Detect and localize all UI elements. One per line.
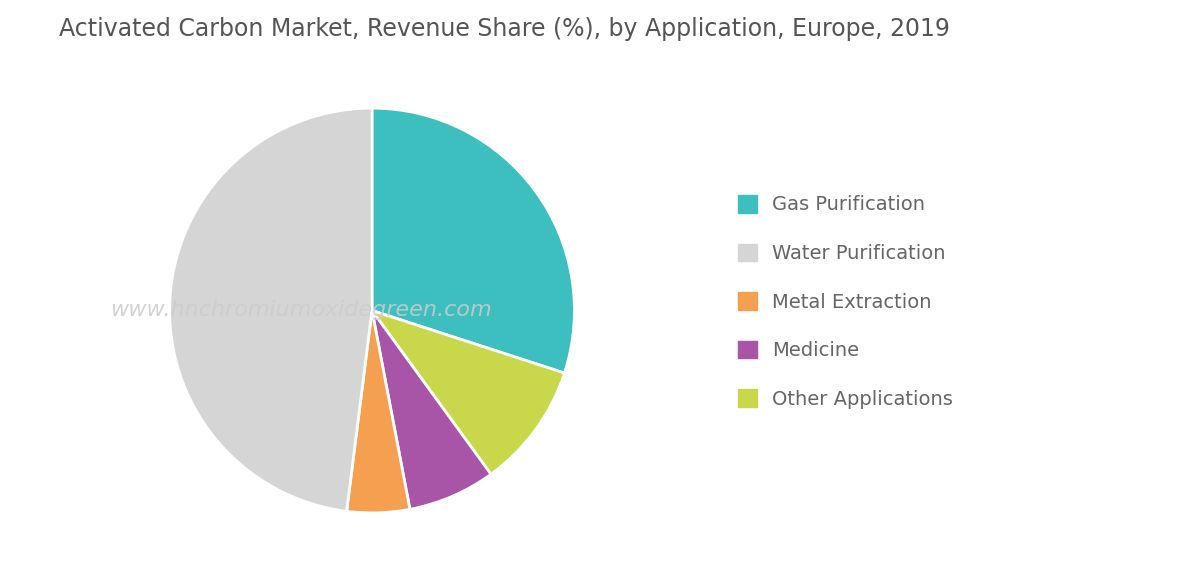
Wedge shape <box>372 310 564 474</box>
Wedge shape <box>169 108 372 511</box>
Wedge shape <box>347 310 410 513</box>
Text: www.hnchromiumoxidegreen.com: www.hnchromiumoxidegreen.com <box>110 301 492 320</box>
Legend: Gas Purification, Water Purification, Metal Extraction, Medicine, Other Applicat: Gas Purification, Water Purification, Me… <box>730 187 961 416</box>
Wedge shape <box>372 108 575 373</box>
Wedge shape <box>372 310 491 509</box>
Text: Activated Carbon Market, Revenue Share (%), by Application, Europe, 2019: Activated Carbon Market, Revenue Share (… <box>59 17 949 41</box>
